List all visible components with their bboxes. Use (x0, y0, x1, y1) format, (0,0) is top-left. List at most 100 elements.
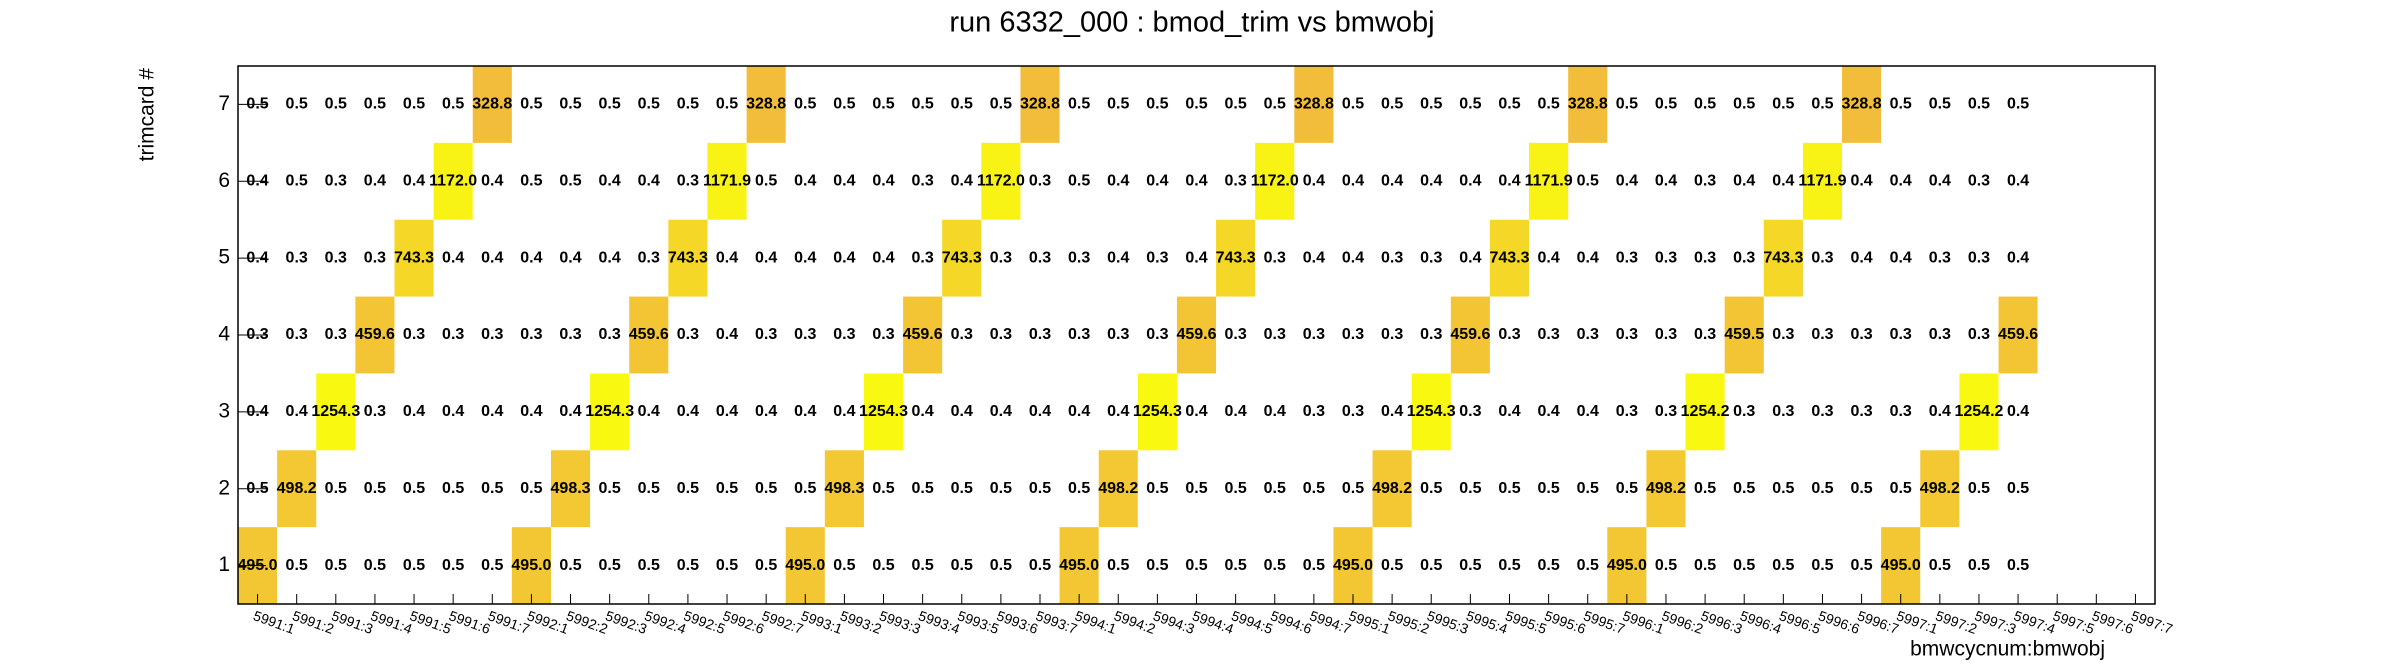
cell (1842, 66, 1882, 143)
cell-label: 0.4 (1890, 249, 1912, 266)
cell-label: 1171.9 (703, 173, 751, 190)
cell-label: 0.4 (1498, 173, 1520, 190)
cell-label: 0.5 (403, 557, 425, 574)
cell-label: 0.4 (755, 403, 777, 420)
cell-label: 0.5 (1498, 557, 1520, 574)
cell-label: 0.4 (286, 403, 308, 420)
cell-label: 0.5 (1968, 557, 1990, 574)
cell-label: 0.4 (1890, 173, 1912, 190)
cell-label: 0.3 (1107, 326, 1129, 343)
cell-label: 0.3 (1224, 326, 1246, 343)
cell (550, 450, 591, 528)
cell-label: 0.3 (1850, 403, 1872, 420)
cell-label: 0.3 (1733, 403, 1755, 420)
cell-label: 0.4 (520, 249, 542, 266)
cell-label: 459.5 (1724, 326, 1764, 343)
cell-label: 0.3 (1968, 249, 1990, 266)
cell-label: 0.5 (1772, 557, 1794, 574)
cell-label: 0.3 (912, 173, 934, 190)
x-axis-label: bmwcycnum:bmwobj (1910, 638, 2105, 661)
cell (668, 219, 708, 297)
cell-label: 0.5 (638, 96, 660, 113)
cell-label: 0.4 (442, 403, 464, 420)
cell-label: 0.3 (325, 173, 347, 190)
y-tick-label: 7 (218, 92, 230, 115)
cell-label: 0.5 (1929, 96, 1951, 113)
cell (629, 296, 669, 374)
cell-label: 0.3 (1303, 326, 1325, 343)
cell-label: 0.5 (872, 557, 894, 574)
cell (511, 527, 551, 604)
cell-label: 0.4 (833, 249, 855, 266)
cell (1294, 66, 1334, 143)
cell-label: 0.3 (1655, 403, 1677, 420)
cell-label: 0.5 (1772, 96, 1794, 113)
cell-label: 1254.3 (1407, 403, 1456, 420)
cell-label: 0.3 (1459, 403, 1481, 420)
cell-label: 0.5 (912, 557, 934, 574)
cell-label: 0.4 (1185, 403, 1207, 420)
cell (1998, 296, 2038, 374)
cell-label: 0.3 (1420, 249, 1442, 266)
cell-label: 0.5 (442, 480, 464, 497)
cell (316, 373, 356, 451)
cell-label: 0.4 (403, 403, 425, 420)
cell-label: 495.0 (1059, 557, 1099, 574)
cell-label: 0.4 (951, 403, 973, 420)
cell-label: 1254.3 (859, 403, 908, 420)
cell-label: 0.3 (1694, 249, 1716, 266)
cell-label: 0.5 (1459, 480, 1481, 497)
cell-label: 0.3 (1655, 249, 1677, 266)
cell-label: 0.5 (990, 480, 1012, 497)
cell-label: 0.5 (599, 557, 621, 574)
cell-label: 0.4 (1107, 249, 1129, 266)
cell-label: 328.8 (746, 96, 786, 113)
cell-label: 743.3 (1763, 249, 1803, 266)
cell-label: 1171.9 (1798, 173, 1846, 190)
cell (1176, 296, 1217, 374)
cell-label: 0.4 (1264, 403, 1286, 420)
cell-label: 0.5 (638, 480, 660, 497)
cell-label: 0.4 (1616, 173, 1638, 190)
cell-label: 0.5 (1342, 96, 1364, 113)
cell (1216, 219, 1256, 297)
cell-label: 0.5 (1811, 480, 1833, 497)
cell-label: 0.5 (1694, 96, 1716, 113)
cell-label: 0.3 (872, 326, 894, 343)
cell-label: 743.3 (1216, 249, 1256, 266)
cell-label: 328.8 (1294, 96, 1334, 113)
cell-label: 0.4 (1850, 173, 1872, 190)
cell-label: 0.5 (1068, 173, 1090, 190)
cell-label: 0.5 (1772, 480, 1794, 497)
cell-label: 459.6 (1998, 326, 2038, 343)
cell-label: 0.5 (1264, 96, 1286, 113)
cell-label: 0.3 (794, 326, 816, 343)
cell-label: 498.2 (1098, 480, 1138, 497)
cell-label: 0.5 (1694, 480, 1716, 497)
chart-title: run 6332_000 : bmod_trim vs bmwobj (949, 7, 1434, 39)
cell (903, 296, 943, 374)
cell (1059, 527, 1099, 604)
cell (1098, 450, 1138, 528)
cell-label: 0.3 (1929, 326, 1951, 343)
cell-label: 0.4 (1029, 403, 1051, 420)
cell-label: 0.3 (1381, 326, 1403, 343)
cell-label: 0.4 (442, 249, 464, 266)
cell-label: 0.5 (1537, 480, 1559, 497)
cell-label: 0.3 (677, 173, 699, 190)
cell (1920, 450, 1960, 528)
cell-label: 0.5 (520, 96, 542, 113)
cell (1568, 66, 1608, 143)
cell-label: 0.4 (2007, 173, 2029, 190)
cell-label: 0.3 (1537, 326, 1559, 343)
cell-label: 0.4 (872, 173, 894, 190)
cell-label: 0.3 (1616, 403, 1638, 420)
cell-label: 0.5 (794, 96, 816, 113)
cell-label: 0.5 (520, 480, 542, 497)
cell-label: 0.4 (1107, 403, 1129, 420)
cell-label: 0.4 (559, 249, 581, 266)
cell-label: 0.4 (1420, 173, 1442, 190)
cell-label: 0.4 (833, 403, 855, 420)
cell-label: 0.4 (599, 173, 621, 190)
cell-label: 0.4 (951, 173, 973, 190)
